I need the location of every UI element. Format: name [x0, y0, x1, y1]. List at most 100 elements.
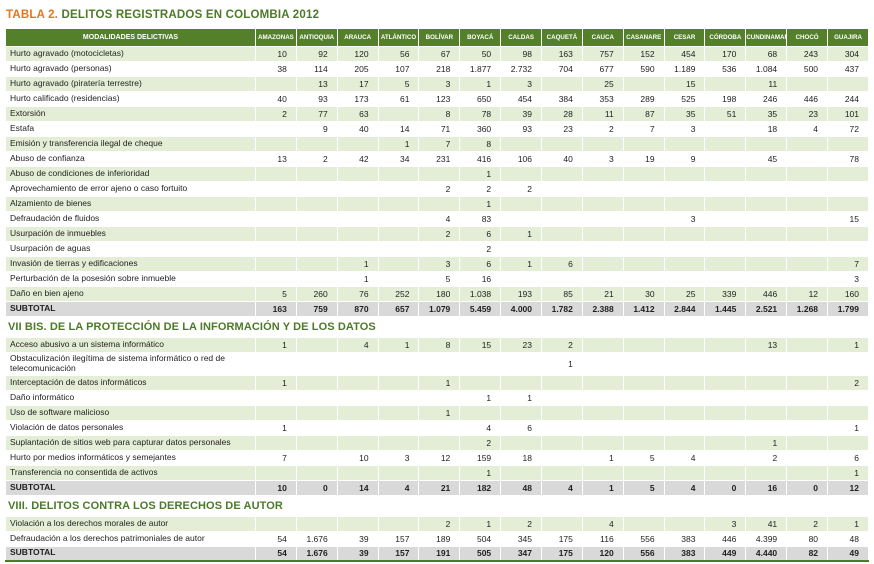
subtotal-cell-boyaca: 5.459: [459, 301, 502, 317]
cell-cesar: [663, 136, 706, 152]
cell-amazonas: [255, 136, 297, 152]
column-header-bolivar: BOLÍVAR: [418, 28, 461, 47]
cell-cesar: [663, 337, 706, 353]
cell-caldas: 2: [500, 181, 543, 197]
subtotal-cell-guajira: 12: [827, 479, 869, 496]
cell-caqueta: [541, 419, 583, 436]
cell-caqueta: 163: [541, 46, 583, 62]
cell-cordoba: [704, 374, 747, 391]
row-label: Hurto agravado (personas): [5, 61, 256, 77]
cell-atlantico: [377, 166, 420, 182]
section-header-row: VII BIS. DE LA PROTECCIÓN DE LA INFORMAC…: [5, 316, 869, 338]
cell-choco: 500: [786, 61, 829, 77]
table-row: Daño en bien ajeno 5 260 76 252 180 1.038 193 85…: [5, 286, 869, 302]
cell-cauca: 116: [581, 530, 624, 547]
subtotal-cell-atlantico: 657: [377, 301, 420, 317]
row-label: Usurpación de inmuebles: [5, 226, 256, 242]
cell-antioquia: [295, 404, 338, 421]
cell-antioquia: [295, 515, 338, 532]
cell-arauca: 17: [336, 76, 379, 92]
cell-atlantico: [377, 352, 420, 376]
table-row: Abuso de confianza 13 2 42 34 231 416 106 40 3 19 9…: [5, 151, 869, 167]
cell-atlantico: [377, 434, 420, 451]
cell-cauca: 25: [581, 76, 624, 92]
cell-bolivar: 71: [418, 121, 461, 137]
cell-guajira: 1: [827, 515, 869, 532]
cell-guajira: 7: [827, 256, 869, 272]
cell-cundinamarca: 18: [745, 121, 788, 137]
cell-cordoba: [704, 337, 747, 353]
cell-atlantico: [377, 271, 420, 287]
cell-antioquia: 114: [295, 61, 338, 77]
cell-caldas: 98: [500, 46, 543, 62]
cell-arauca: [336, 389, 379, 406]
cell-boyaca: 1: [459, 515, 502, 532]
column-header-choco: CHOCÓ: [786, 28, 829, 47]
cell-amazonas: 1: [255, 337, 297, 353]
subtotal-cell-cordoba: 1.445: [704, 301, 747, 317]
cell-cordoba: [704, 136, 747, 152]
cell-amazonas: [255, 166, 297, 182]
cell-guajira: 160: [827, 286, 869, 302]
subtotal-label: SUBTOTAL: [5, 545, 256, 562]
cell-cundinamarca: 1.084: [745, 61, 788, 77]
cell-choco: [786, 181, 829, 197]
cell-antioquia: 260: [295, 286, 338, 302]
cell-bolivar: 7: [418, 136, 461, 152]
row-label: Hurto agravado (motocicletas): [5, 46, 256, 62]
cell-guajira: 304: [827, 46, 869, 62]
cell-arauca: 1: [336, 271, 379, 287]
cell-caldas: 6: [500, 419, 543, 436]
subtotal-row: SUBTOTAL 54 1.676 39 157 191 505 347 175 120 556 38…: [5, 545, 869, 562]
cell-cordoba: 170: [704, 46, 747, 62]
cell-choco: [786, 136, 829, 152]
header-row: MODALIDADES DELICTIVAS AMAZONAS ANTIOQUIA A…: [5, 28, 869, 47]
cell-amazonas: [255, 241, 297, 257]
cell-casanare: [622, 181, 665, 197]
cell-casanare: [622, 271, 665, 287]
cell-guajira: [827, 196, 869, 212]
cell-caldas: 3: [500, 76, 543, 92]
cell-cesar: [663, 515, 706, 532]
cell-casanare: [622, 337, 665, 353]
cell-caldas: [500, 374, 543, 391]
cell-atlantico: 107: [377, 61, 420, 77]
subtotal-cell-cordoba: 0: [704, 479, 747, 496]
cell-casanare: [622, 464, 665, 481]
cell-cundinamarca: 1: [745, 434, 788, 451]
cell-choco: [786, 226, 829, 242]
cell-cundinamarca: [745, 352, 788, 376]
cell-bolivar: 3: [418, 256, 461, 272]
column-header-caqueta: CAQUETÁ: [541, 28, 583, 47]
cell-atlantico: 14: [377, 121, 420, 137]
cell-atlantico: 1: [377, 136, 420, 152]
cell-cundinamarca: [745, 389, 788, 406]
cell-amazonas: [255, 271, 297, 287]
table-row: Invasión de tierras y edificaciones 1 3 6 1 6…: [5, 256, 869, 272]
cell-cordoba: [704, 211, 747, 227]
cell-cundinamarca: 446: [745, 286, 788, 302]
column-header-arauca: ARAUCA: [336, 28, 379, 47]
row-label: Defraudación a los derechos patrimoniale…: [5, 530, 256, 547]
cell-boyaca: 504: [459, 530, 502, 547]
cell-caqueta: 40: [541, 151, 583, 167]
subtotal-cell-caqueta: 175: [541, 545, 583, 562]
subtotal-cell-amazonas: 163: [255, 301, 297, 317]
cell-bolivar: 12: [418, 449, 461, 466]
cell-atlantico: [377, 389, 420, 406]
subtotal-cell-bolivar: 191: [418, 545, 461, 562]
cell-arauca: 173: [336, 91, 379, 107]
cell-cesar: 383: [663, 530, 706, 547]
cell-caqueta: [541, 374, 583, 391]
cell-caldas: 18: [500, 449, 543, 466]
cell-caqueta: [541, 211, 583, 227]
cell-bolivar: 1: [418, 374, 461, 391]
cell-cauca: [581, 352, 624, 376]
cell-guajira: 244: [827, 91, 869, 107]
cell-casanare: [622, 136, 665, 152]
cell-cauca: [581, 241, 624, 257]
cell-atlantico: 34: [377, 151, 420, 167]
cell-atlantico: [377, 106, 420, 122]
cell-cordoba: 51: [704, 106, 747, 122]
table-title-text: DELITOS REGISTRADOS EN COLOMBIA 2012: [61, 9, 320, 21]
